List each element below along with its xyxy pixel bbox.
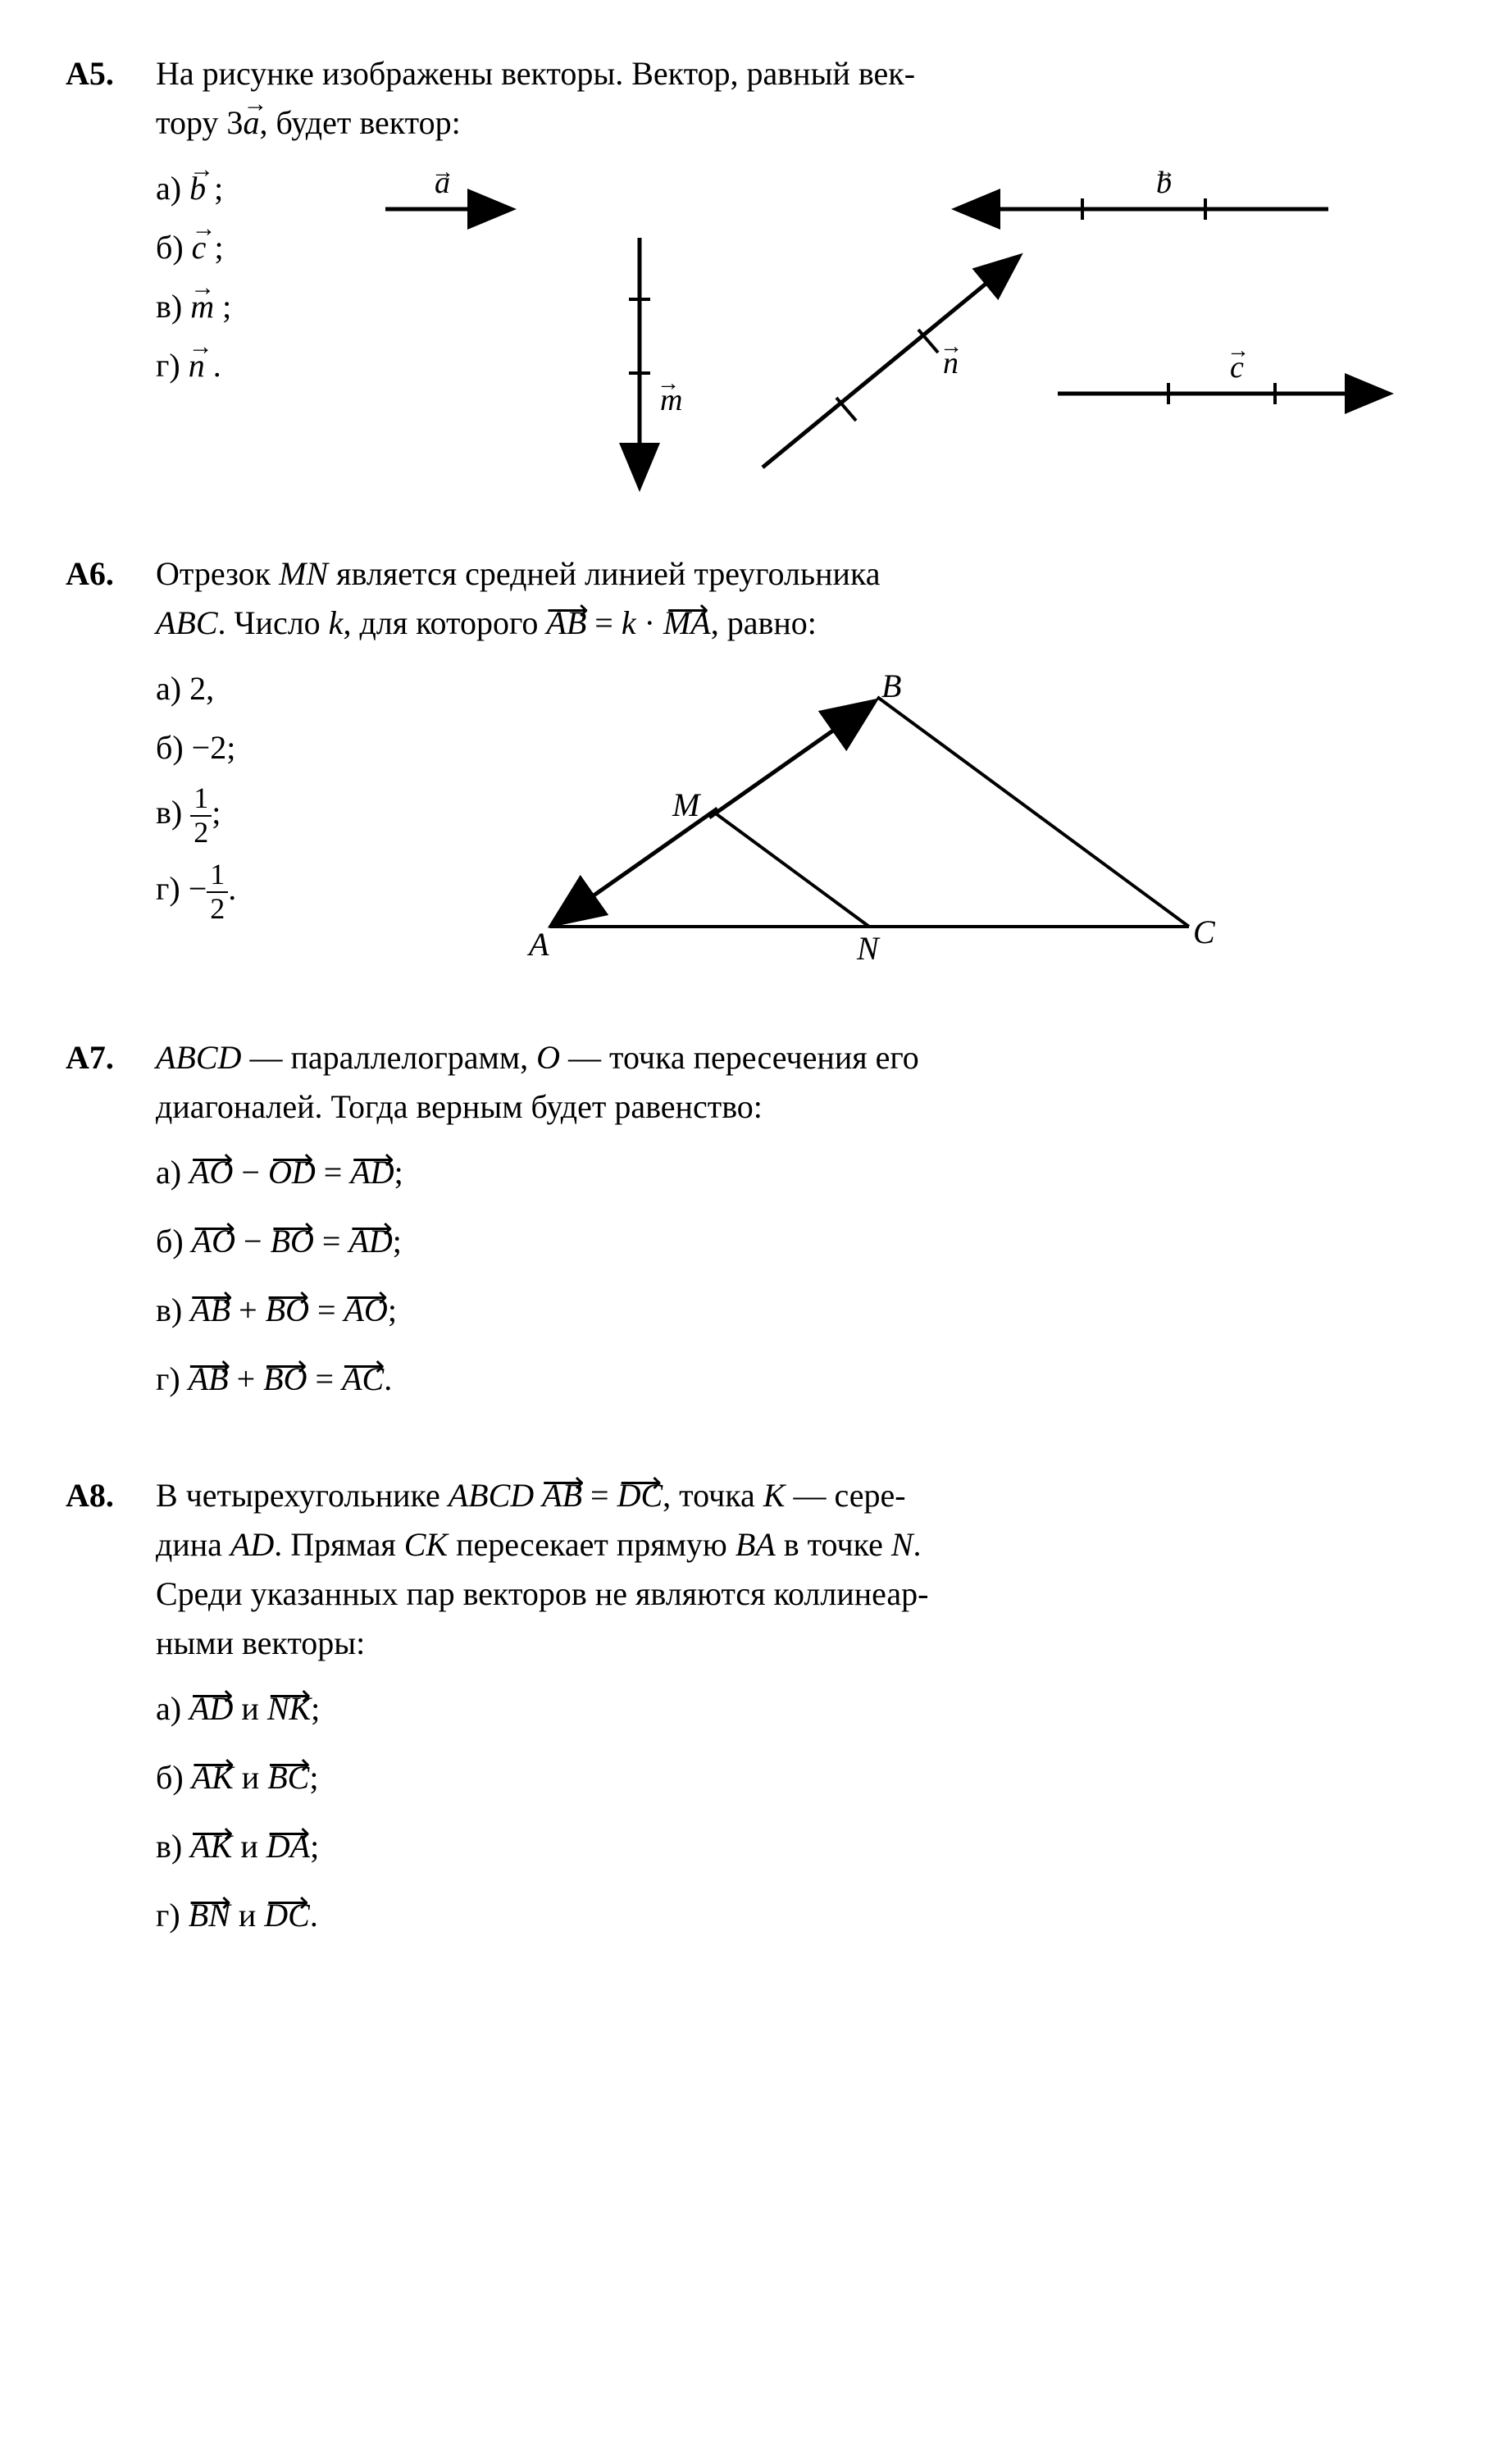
svg-text:N: N (856, 930, 881, 967)
figure-a5: a → b → m → (336, 164, 1446, 492)
problem-number: А6. (66, 549, 156, 976)
problem-a6: А6. Отрезок MN является средней линией т… (66, 549, 1446, 976)
figure-a6: A B C M N (369, 664, 1446, 976)
svg-text:M: M (672, 786, 702, 823)
svg-text:→: → (1227, 338, 1250, 363)
question-text: ABCD — параллелограмм, O — точка пересеч… (156, 1033, 1446, 1132)
option-a: а) b ; (156, 164, 336, 213)
option-b: б) ⟶AO − ⟶BO = ⟶AD; (156, 1217, 1446, 1266)
svg-text:B: B (881, 667, 901, 704)
svg-text:→: → (1153, 164, 1176, 184)
svg-text:→: → (940, 334, 963, 359)
option-v: в) 12; (156, 782, 369, 849)
option-b: б) c ; (156, 223, 336, 272)
options: а) ⟶AO − ⟶OD = ⟶AD; б) ⟶AO − ⟶BO = ⟶AD; … (156, 1148, 1446, 1404)
option-a: а) ⟶AO − ⟶OD = ⟶AD; (156, 1148, 1446, 1197)
option-g: г) −12. (156, 859, 369, 925)
problem-a5: А5. На рисунке изображены векторы. Векто… (66, 49, 1446, 492)
q-line2b: , будет вектор: (259, 104, 460, 141)
option-v: в) m ; (156, 282, 336, 331)
svg-text:A: A (526, 926, 549, 963)
options-and-figure: а) 2, б) −2; в) 12; г) −12. (156, 664, 1446, 976)
options: а) 2, б) −2; в) 12; г) −12. (156, 664, 369, 935)
vectors-figure: a → b → m → (336, 164, 1402, 492)
problem-a7: А7. ABCD — параллелограмм, O — точка пер… (66, 1033, 1446, 1414)
option-a: а) ⟶AD и ⟶NK; (156, 1684, 1446, 1733)
svg-text:C: C (1193, 913, 1216, 950)
vector-AB: ⟶AB (546, 599, 586, 648)
option-g: г) n . (156, 341, 336, 390)
option-a: а) 2, (156, 664, 369, 713)
option-b: б) ⟶AK и ⟶BC; (156, 1753, 1446, 1802)
problem-a8: А8. В четырехугольнике ABCD ⟶AB = ⟶DC, т… (66, 1471, 1446, 1950)
vector-MA: ⟶MA (663, 599, 711, 648)
options: а) b ; б) c ; в) m ; г) n . (156, 164, 336, 400)
vector-a: a (243, 98, 259, 148)
svg-text:→: → (431, 164, 454, 184)
option-b: б) −2; (156, 723, 369, 772)
problem-number: А5. (66, 49, 156, 492)
option-v: в) ⟶AB + ⟶BO = ⟶AO; (156, 1286, 1446, 1335)
problem-number: А8. (66, 1471, 156, 1950)
problem-body: В четырехугольнике ABCD ⟶AB = ⟶DC, точка… (156, 1471, 1446, 1950)
problem-number: А7. (66, 1033, 156, 1414)
options-and-figure: а) b ; б) c ; в) m ; г) n . a → (156, 164, 1446, 492)
problem-body: На рисунке изображены векторы. Вектор, р… (156, 49, 1446, 492)
question-text: На рисунке изображены векторы. Вектор, р… (156, 49, 1446, 148)
option-v: в) ⟶AK и ⟶DA; (156, 1822, 1446, 1871)
question-text: Отрезок MN является средней линией треуг… (156, 549, 1446, 648)
svg-text:→: → (657, 371, 680, 396)
options: а) ⟶AD и ⟶NK; б) ⟶AK и ⟶BC; в) ⟶AK и ⟶DA… (156, 1684, 1446, 1940)
question-text: В четырехугольнике ABCD ⟶AB = ⟶DC, точка… (156, 1471, 1446, 1668)
q-line2a: тору 3 (156, 104, 243, 141)
q-line1: На рисунке изображены векторы. Вектор, р… (156, 55, 915, 92)
problem-body: ABCD — параллелограмм, O — точка пересеч… (156, 1033, 1446, 1414)
triangle-figure: A B C M N (369, 664, 1271, 976)
option-g: г) ⟶AB + ⟶BO = ⟶AC. (156, 1355, 1446, 1404)
option-g: г) ⟶BN и ⟶DC. (156, 1891, 1446, 1940)
problem-body: Отрезок MN является средней линией треуг… (156, 549, 1446, 976)
